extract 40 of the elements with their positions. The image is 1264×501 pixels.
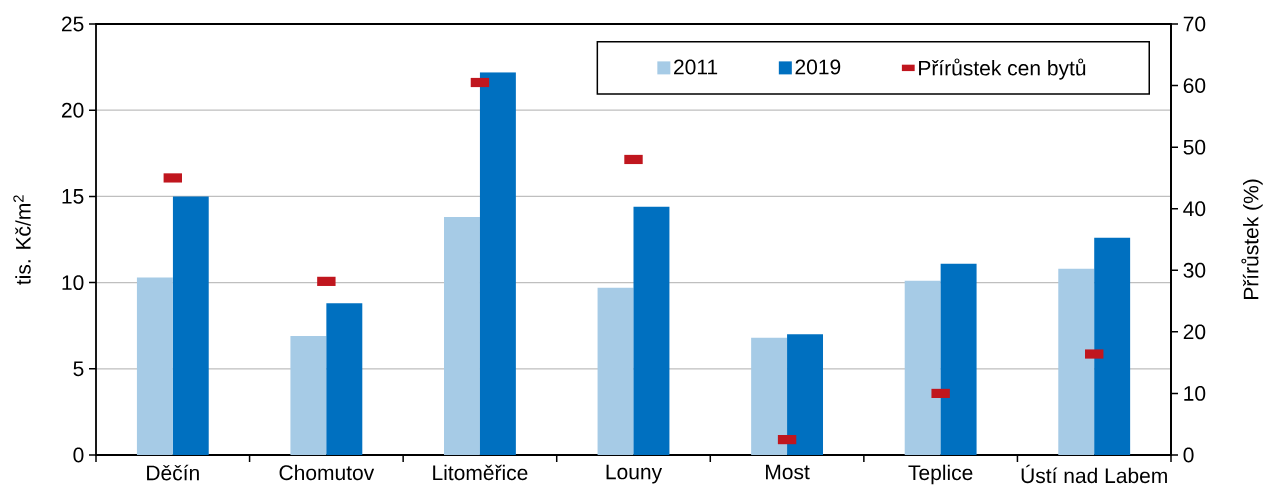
y2-tick-label: 0: [1183, 447, 1194, 463]
bar: [1094, 237, 1131, 455]
bar: [444, 217, 480, 455]
bar: [326, 303, 363, 455]
bar: [1058, 268, 1095, 455]
bar: [136, 277, 173, 455]
bar: [172, 196, 209, 455]
y2-tick-label: 10: [1184, 386, 1206, 401]
x-tick-label: Most: [766, 464, 810, 480]
x-tick-label: Teplice: [908, 464, 973, 485]
y2-axis-title: Přírůstek (%): [1241, 179, 1263, 300]
x-tick-label: Chomutov: [279, 464, 375, 481]
y2-tick-label: 60: [1183, 78, 1206, 94]
bar: [940, 263, 977, 455]
y-tick-label: 10: [62, 275, 84, 291]
y2-tick-label: 70: [1183, 16, 1206, 32]
x-tick-label: Louny: [606, 464, 663, 484]
x-tick-label: Ústí nad Labem: [1021, 464, 1167, 484]
bar: [751, 337, 788, 455]
bar: [479, 72, 516, 455]
y-tick-label: 0: [73, 447, 84, 463]
bar: [633, 206, 670, 455]
bar: [787, 334, 824, 455]
x-tick-label: Děčín: [147, 464, 199, 481]
y2-tick-label: 40: [1183, 201, 1206, 217]
y2-tick-label: 30: [1183, 262, 1206, 278]
y-axis-title: tis. Kč/m$^{2}$: [13, 195, 31, 285]
y-tick-label: 15: [62, 189, 84, 204]
bar: [290, 336, 327, 455]
x-tick-label: Litoměřice: [433, 464, 528, 481]
y-tick-label: 5: [73, 361, 84, 377]
y2-tick-label: 50: [1183, 139, 1206, 155]
legend-label: 2019: [795, 59, 841, 75]
bar: [597, 287, 634, 455]
y-tick-label: 25: [61, 16, 84, 32]
legend-label: Přírůstek cen bytů: [919, 58, 1086, 80]
legend-label: 2011: [674, 59, 718, 75]
y-tick-label: 20: [61, 102, 84, 118]
y2-tick-label: 20: [1183, 324, 1206, 340]
bar: [904, 280, 941, 455]
